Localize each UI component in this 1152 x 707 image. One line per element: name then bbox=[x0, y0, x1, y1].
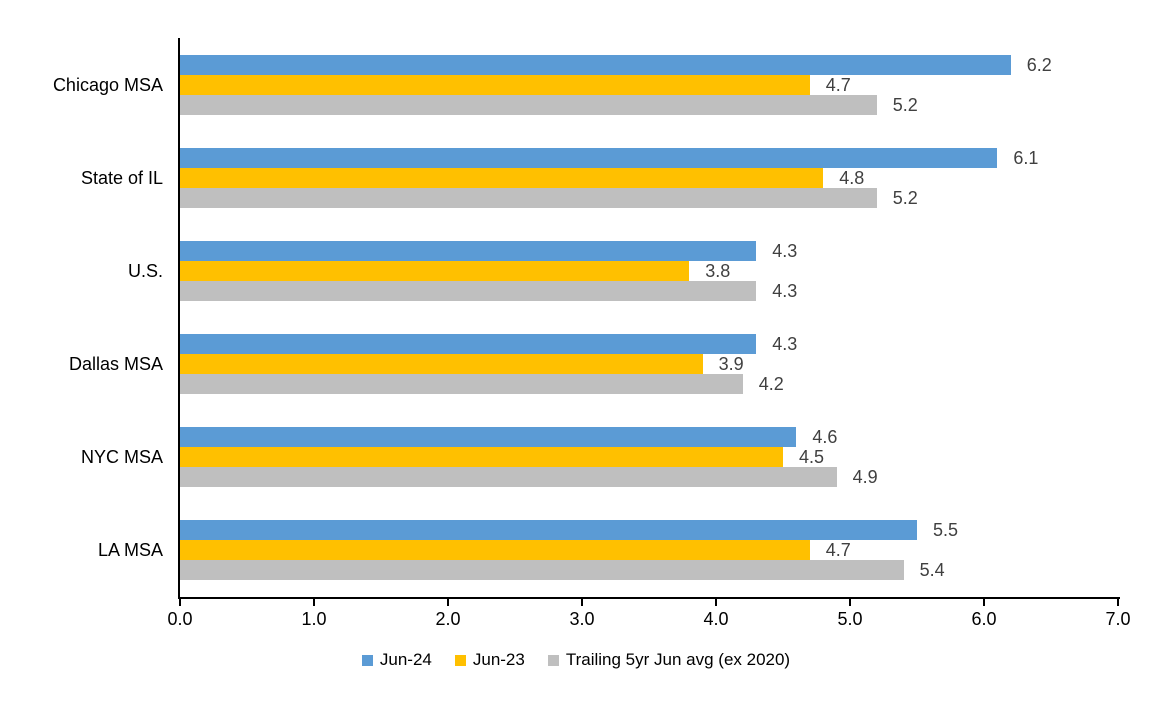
legend-item-jun-24: Jun-24 bbox=[361, 649, 432, 671]
y-axis-line bbox=[178, 38, 180, 599]
value-label-jun-24-state-of-il: 6.1 bbox=[1013, 147, 1039, 168]
x-tick-label-4.0: 4.0 bbox=[703, 609, 729, 629]
x-tick-label-1.0: 1.0 bbox=[301, 609, 327, 629]
value-label-jun-23-state-of-il: 4.8 bbox=[839, 167, 865, 188]
category-label-u-s: U.S. bbox=[127, 260, 163, 281]
x-tick-6.0 bbox=[983, 599, 985, 606]
legend: Jun-24 Jun-23 Trailing 5yr Jun avg (ex 202… bbox=[0, 649, 1152, 671]
x-tick-label-5.0: 5.0 bbox=[837, 609, 863, 629]
legend-label-trailing-5yr-jun-avg-ex-2020: Trailing 5yr Jun avg (ex 2020) bbox=[565, 650, 791, 669]
value-label-jun-23-dallas-msa: 3.9 bbox=[718, 354, 744, 375]
legend-swatch-trailing-5yr-jun-avg-ex-2020 bbox=[547, 654, 559, 666]
x-tick-label-0.0: 0.0 bbox=[167, 609, 193, 629]
bar-jun-23-state-of-il bbox=[180, 167, 824, 188]
x-tick-5.0 bbox=[849, 599, 851, 606]
bar-jun-23-dallas-msa bbox=[180, 354, 703, 375]
bar-jun-24-chicago-msa bbox=[180, 54, 1011, 75]
value-label-jun-24-chicago-msa: 6.2 bbox=[1026, 54, 1052, 75]
x-tick-label-2.0: 2.0 bbox=[435, 609, 461, 629]
legend-swatch-jun-24 bbox=[361, 654, 373, 666]
category-label-dallas-msa: Dallas MSA bbox=[68, 354, 163, 375]
value-label-jun-23-nyc-msa: 4.5 bbox=[799, 447, 825, 468]
legend-label-jun-23: Jun-23 bbox=[472, 650, 525, 669]
value-label-trailing-5yr-jun-avg-ex-2020-la-msa: 5.4 bbox=[919, 560, 945, 581]
value-label-jun-24-nyc-msa: 4.6 bbox=[812, 427, 838, 448]
category-label-chicago-msa: Chicago MSA bbox=[52, 74, 163, 95]
bar-trailing-5yr-jun-avg-ex-2020-nyc-msa bbox=[180, 467, 837, 488]
value-label-jun-24-la-msa: 5.5 bbox=[933, 520, 959, 541]
x-tick-4.0 bbox=[715, 599, 717, 606]
x-axis-line bbox=[178, 597, 1120, 599]
bar-jun-24-u-s bbox=[180, 240, 757, 261]
x-tick-0.0 bbox=[179, 599, 181, 606]
bar-jun-24-state-of-il bbox=[180, 147, 998, 168]
value-label-jun-23-la-msa: 4.7 bbox=[825, 540, 851, 561]
category-label-la-msa: LA MSA bbox=[97, 540, 163, 561]
value-label-trailing-5yr-jun-avg-ex-2020-state-of-il: 5.2 bbox=[892, 187, 918, 208]
value-label-trailing-5yr-jun-avg-ex-2020-u-s: 4.3 bbox=[772, 280, 798, 301]
bar-jun-23-la-msa bbox=[180, 540, 810, 561]
legend-item-trailing-5yr-jun-avg-ex-2020: Trailing 5yr Jun avg (ex 2020) bbox=[547, 649, 791, 671]
bar-trailing-5yr-jun-avg-ex-2020-dallas-msa bbox=[180, 374, 743, 395]
bar-jun-23-nyc-msa bbox=[180, 447, 783, 468]
value-label-trailing-5yr-jun-avg-ex-2020-dallas-msa: 4.2 bbox=[758, 374, 784, 395]
legend-label-jun-24: Jun-24 bbox=[379, 650, 432, 669]
bar-trailing-5yr-jun-avg-ex-2020-la-msa bbox=[180, 560, 904, 581]
value-label-jun-23-chicago-msa: 4.7 bbox=[825, 74, 851, 95]
bar-trailing-5yr-jun-avg-ex-2020-chicago-msa bbox=[180, 94, 877, 115]
bar-trailing-5yr-jun-avg-ex-2020-state-of-il bbox=[180, 187, 877, 208]
x-tick-7.0 bbox=[1117, 599, 1119, 606]
legend-swatch-jun-23 bbox=[454, 654, 466, 666]
bar-jun-23-chicago-msa bbox=[180, 74, 810, 95]
bar-jun-24-la-msa bbox=[180, 520, 917, 541]
value-label-jun-23-u-s: 3.8 bbox=[705, 260, 731, 281]
bar-jun-24-nyc-msa bbox=[180, 427, 797, 448]
bar-jun-24-dallas-msa bbox=[180, 334, 757, 355]
bar-jun-23-u-s bbox=[180, 260, 690, 281]
category-label-nyc-msa: NYC MSA bbox=[80, 447, 163, 468]
category-label-state-of-il: State of IL bbox=[80, 167, 163, 188]
x-tick-label-3.0: 3.0 bbox=[569, 609, 595, 629]
bar-trailing-5yr-jun-avg-ex-2020-u-s bbox=[180, 280, 757, 301]
x-tick-1.0 bbox=[313, 599, 315, 606]
x-tick-2.0 bbox=[447, 599, 449, 606]
x-tick-label-7.0: 7.0 bbox=[1105, 609, 1131, 629]
value-label-trailing-5yr-jun-avg-ex-2020-nyc-msa: 4.9 bbox=[852, 467, 878, 488]
value-label-jun-24-u-s: 4.3 bbox=[772, 240, 798, 261]
value-label-trailing-5yr-jun-avg-ex-2020-chicago-msa: 5.2 bbox=[892, 94, 918, 115]
x-tick-label-6.0: 6.0 bbox=[971, 609, 997, 629]
x-tick-3.0 bbox=[581, 599, 583, 606]
value-label-jun-24-dallas-msa: 4.3 bbox=[772, 334, 798, 355]
legend-item-jun-23: Jun-23 bbox=[454, 649, 525, 671]
